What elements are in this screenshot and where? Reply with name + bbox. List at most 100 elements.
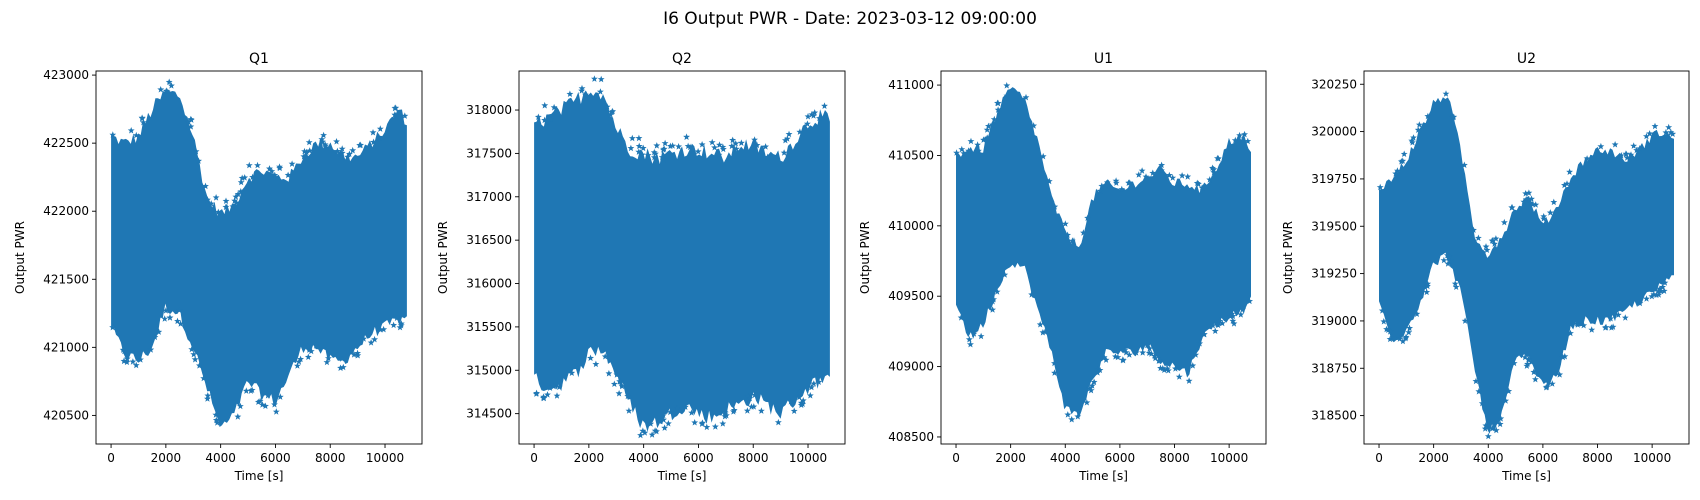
scatter-point bbox=[338, 145, 346, 152]
scatter-point bbox=[1622, 150, 1630, 157]
scatter-point bbox=[988, 121, 996, 128]
scatter-point bbox=[1210, 166, 1217, 173]
scatter-point bbox=[711, 423, 719, 430]
scatter-point bbox=[1543, 383, 1551, 390]
scatter-point bbox=[138, 114, 146, 121]
scatter-point bbox=[816, 114, 823, 122]
scatter-point bbox=[958, 145, 966, 153]
scatter-point bbox=[401, 112, 409, 119]
scatter-point bbox=[603, 103, 611, 110]
scatter-point bbox=[1118, 185, 1126, 193]
scatter-point bbox=[1548, 380, 1556, 387]
scatter-markers-q1 bbox=[109, 78, 409, 426]
scatter-point bbox=[1410, 134, 1417, 141]
scatter-point bbox=[1083, 399, 1091, 406]
scatter-point bbox=[624, 392, 632, 400]
scatter-point bbox=[795, 389, 803, 396]
scatter-point bbox=[983, 126, 991, 133]
scatter-point bbox=[980, 136, 987, 143]
scatter-point bbox=[196, 362, 203, 369]
subplot-u1: 0 2000 4000 6000 8000 10000 408500 409000 409500… bbox=[858, 51, 1267, 483]
scatter-point bbox=[132, 131, 140, 139]
scatter-point bbox=[165, 78, 173, 85]
scatter-point bbox=[123, 355, 131, 362]
scatter-point bbox=[300, 153, 308, 160]
scatter-point bbox=[266, 165, 273, 172]
scatter-point bbox=[288, 160, 296, 167]
plot-frame bbox=[1363, 70, 1690, 445]
scatter-point bbox=[550, 103, 558, 111]
scatter-point bbox=[1022, 93, 1030, 101]
scatter-point bbox=[129, 358, 137, 365]
scatter-point bbox=[1045, 177, 1053, 185]
scatter-point bbox=[1655, 291, 1663, 298]
scatter-point bbox=[1210, 169, 1218, 176]
scatter-point bbox=[393, 314, 401, 321]
scatter-point bbox=[667, 142, 674, 150]
scatter-point bbox=[728, 142, 736, 150]
scatter-point bbox=[202, 182, 209, 190]
scatter-point bbox=[350, 351, 358, 358]
scatter-point bbox=[214, 208, 222, 216]
scatter-point bbox=[248, 386, 256, 393]
scatter-point bbox=[1142, 173, 1150, 180]
scatter-point bbox=[592, 360, 600, 368]
scatter-point bbox=[254, 161, 261, 169]
scatter-point bbox=[555, 383, 563, 390]
scatter-point bbox=[722, 412, 730, 419]
scatter-point bbox=[390, 321, 397, 329]
scatter-point bbox=[1627, 151, 1635, 158]
scatter-band-u1 bbox=[956, 87, 1251, 419]
scatter-point bbox=[1423, 288, 1431, 296]
x-axis-label: Time [s] bbox=[1078, 469, 1128, 483]
scatter-point bbox=[547, 115, 555, 123]
y-tick-label: 318750 bbox=[1311, 361, 1357, 375]
scatter-point bbox=[297, 355, 304, 363]
scatter-point bbox=[1160, 366, 1168, 373]
scatter-point bbox=[1607, 315, 1615, 322]
x-tick-label: 4000 bbox=[1473, 451, 1504, 465]
scatter-point bbox=[276, 393, 284, 400]
scatter-point bbox=[1451, 280, 1459, 287]
scatter-point bbox=[320, 131, 327, 139]
scatter-point bbox=[1030, 122, 1038, 129]
scatter-point bbox=[698, 141, 706, 148]
scatter-point bbox=[306, 147, 314, 154]
scatter-point bbox=[644, 151, 652, 159]
scatter-point bbox=[1482, 243, 1490, 250]
scatter-point bbox=[1003, 82, 1011, 89]
scatter-point bbox=[188, 345, 196, 353]
scatter-point bbox=[307, 347, 315, 355]
scatter-point bbox=[1003, 92, 1011, 99]
scatter-point bbox=[653, 427, 660, 435]
scatter-point bbox=[666, 408, 674, 416]
scatter-point bbox=[1524, 360, 1531, 367]
scatter-point bbox=[1236, 131, 1243, 139]
scatter-point bbox=[1660, 287, 1668, 294]
y-tick-label: 423000 bbox=[43, 68, 89, 82]
scatter-point bbox=[1178, 172, 1186, 179]
x-tick-label: 8000 bbox=[1582, 451, 1613, 465]
scatter-point bbox=[1482, 422, 1490, 429]
scatter-point bbox=[1522, 195, 1530, 203]
scatter-point bbox=[1114, 353, 1122, 361]
scatter-point bbox=[1064, 231, 1071, 238]
scatter-point bbox=[1528, 195, 1535, 202]
scatter-point bbox=[1209, 321, 1217, 329]
scatter-point bbox=[719, 145, 727, 153]
x-tick-label: 6000 bbox=[1105, 451, 1136, 465]
scatter-point bbox=[1151, 352, 1158, 359]
scatter-point bbox=[661, 424, 668, 431]
scatter-point bbox=[967, 137, 975, 145]
scatter-point bbox=[1064, 411, 1072, 418]
scatter-point bbox=[192, 147, 200, 155]
scatter-point bbox=[1216, 317, 1223, 325]
y-axis-label: Output PWR bbox=[1281, 221, 1295, 294]
scatter-point bbox=[1159, 364, 1167, 372]
scatter-point bbox=[635, 134, 643, 142]
subplot-title: Q2 bbox=[672, 51, 692, 67]
scatter-point bbox=[301, 147, 308, 155]
scatter-point bbox=[683, 133, 690, 140]
scatter-point bbox=[609, 107, 617, 115]
scatter-point bbox=[371, 335, 378, 343]
